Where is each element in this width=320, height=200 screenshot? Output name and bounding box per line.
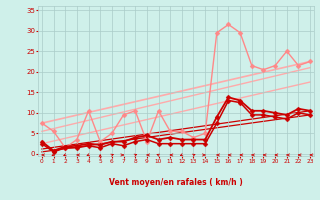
X-axis label: Vent moyen/en rafales ( km/h ): Vent moyen/en rafales ( km/h ) [109,178,243,187]
